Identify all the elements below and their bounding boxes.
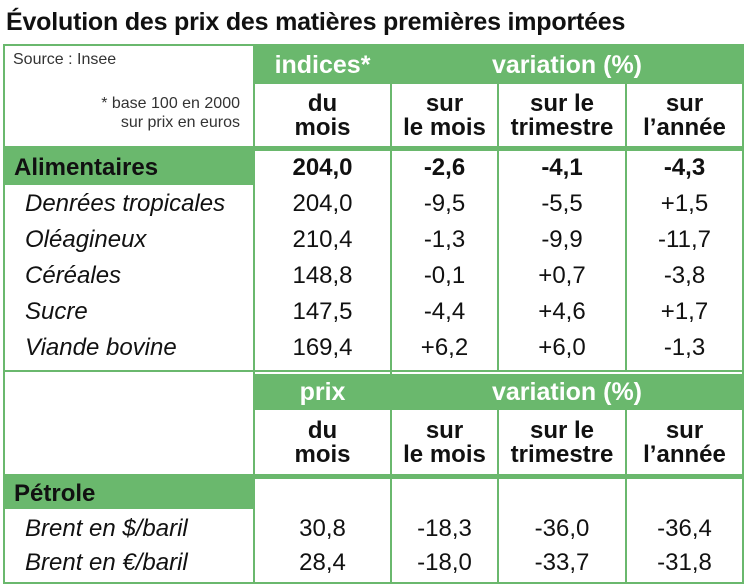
price-table	[3, 44, 744, 584]
cell: -5,5	[541, 190, 583, 217]
cell: +4,6	[538, 298, 586, 325]
variation-header-2: variation (%)	[392, 374, 742, 410]
base-note-line1: * base 100 en 2000	[101, 95, 240, 112]
row-label: Céréales	[25, 262, 122, 289]
column-divider	[497, 410, 499, 582]
col-header-trimestre: sur le trimestre	[510, 90, 614, 141]
cell: -1,3	[423, 226, 466, 253]
cell-alim-mois: 204,0	[292, 154, 353, 181]
row-label: Sucre	[25, 298, 88, 325]
cell: -36,4	[657, 515, 712, 542]
cell: +1,7	[660, 298, 709, 325]
cell: 148,8	[292, 262, 353, 289]
cell: -11,7	[658, 226, 711, 253]
cell: -18,0	[417, 549, 472, 576]
category-petrole: Pétrole	[5, 479, 253, 509]
cell: -9,9	[541, 226, 583, 253]
cell: -33,7	[534, 549, 590, 576]
cell-alim-var-annee: -4,3	[663, 154, 706, 181]
cell: 147,5	[292, 298, 353, 325]
column-divider	[625, 84, 627, 370]
cell: +0,7	[538, 262, 586, 289]
source-note: Source : Insee	[13, 51, 117, 68]
base-note-line2: sur prix en euros	[120, 114, 240, 131]
separator	[5, 146, 742, 151]
cell: -18,3	[417, 515, 472, 542]
col2-header-trimestre: sur le trimestre	[510, 417, 614, 468]
cell: 169,4	[292, 334, 353, 361]
cell: -3,8	[663, 262, 706, 289]
cell: +1,5	[660, 190, 709, 217]
cell: -9,5	[423, 190, 466, 217]
variation-header: variation (%)	[392, 46, 742, 84]
col2-header-du-mois: du mois	[294, 417, 351, 468]
col-header-du-mois: du mois	[294, 90, 351, 141]
cell-alim-var-mois: -2,6	[423, 154, 466, 181]
row-label: Denrées tropicales	[25, 190, 226, 217]
col-header-sur-le-mois: sur le mois	[403, 90, 486, 141]
row-label: Viande bovine	[25, 334, 177, 361]
column-divider	[497, 84, 499, 370]
prix-header: prix	[255, 374, 390, 410]
cell: -31,8	[657, 549, 712, 576]
section-divider	[5, 370, 742, 372]
indices-header: indices*	[255, 46, 390, 84]
cell: 204,0	[292, 190, 353, 217]
row-label: Brent en $/baril	[25, 515, 188, 542]
cell: -1,3	[663, 334, 706, 361]
cell-alim-var-trim: -4,1	[541, 154, 583, 181]
separator-2	[5, 474, 742, 479]
table-title: Évolution des prix des matières première…	[6, 8, 626, 36]
row-label: Oléagineux	[25, 226, 147, 253]
cell: 210,4	[292, 226, 353, 253]
column-divider	[390, 46, 392, 582]
col-header-annee: sur l’année	[643, 90, 726, 141]
cell: -36,0	[534, 515, 590, 542]
cell: 28,4	[299, 549, 346, 576]
cell: -4,4	[423, 298, 466, 325]
col2-header-sur-le-mois: sur le mois	[403, 417, 486, 468]
col2-header-annee: sur l’année	[643, 417, 726, 468]
cell: +6,0	[538, 334, 586, 361]
column-divider	[253, 46, 255, 582]
cell: 30,8	[299, 515, 346, 542]
row-label: Brent en €/baril	[25, 549, 188, 576]
category-alimentaires: Alimentaires	[5, 151, 253, 185]
column-divider	[625, 410, 627, 582]
cell: +6,2	[420, 334, 469, 361]
base-note: * base 100 en 2000 sur prix en euros	[40, 94, 240, 132]
cell: -0,1	[423, 262, 466, 289]
